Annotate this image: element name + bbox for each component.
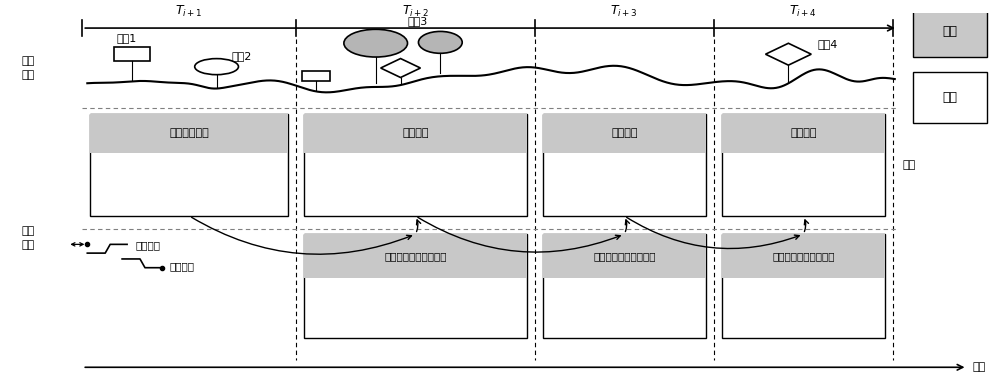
Text: 事件: 事件 — [942, 25, 957, 38]
Text: $T_{i+1}$: $T_{i+1}$ — [175, 4, 203, 19]
Text: 信息数据: 信息数据 — [790, 128, 817, 138]
FancyBboxPatch shape — [722, 234, 885, 278]
FancyBboxPatch shape — [90, 114, 288, 153]
FancyBboxPatch shape — [913, 6, 987, 57]
Text: 截止时间: 截止时间 — [170, 261, 195, 271]
FancyBboxPatch shape — [90, 114, 288, 216]
Text: 信息数据抽象: 信息数据抽象 — [169, 128, 209, 138]
Text: 开始时间: 开始时间 — [135, 240, 160, 250]
Text: 时间: 时间 — [972, 362, 986, 372]
Text: $T_{i+3}$: $T_{i+3}$ — [610, 4, 638, 19]
FancyBboxPatch shape — [722, 234, 885, 338]
FancyBboxPatch shape — [543, 234, 706, 278]
Text: 事件1: 事件1 — [117, 33, 137, 43]
FancyBboxPatch shape — [543, 114, 706, 153]
Text: 网络: 网络 — [903, 160, 916, 170]
FancyBboxPatch shape — [722, 114, 885, 216]
Ellipse shape — [344, 29, 408, 57]
Text: 信息数据: 信息数据 — [611, 128, 638, 138]
FancyBboxPatch shape — [543, 234, 706, 338]
Text: 决策算法（任务功能）: 决策算法（任务功能） — [772, 251, 835, 261]
Text: 决策算法（任务功能）: 决策算法（任务功能） — [384, 251, 447, 261]
Text: 状态: 状态 — [942, 91, 957, 104]
Text: 信息数据: 信息数据 — [402, 128, 429, 138]
Text: 事件4: 事件4 — [818, 39, 838, 49]
Text: 客观
世界: 客观 世界 — [21, 56, 34, 80]
Ellipse shape — [418, 31, 462, 53]
FancyBboxPatch shape — [304, 234, 527, 338]
FancyBboxPatch shape — [722, 114, 885, 153]
Text: 数字
世界: 数字 世界 — [21, 226, 34, 250]
FancyBboxPatch shape — [304, 114, 527, 153]
FancyBboxPatch shape — [543, 114, 706, 216]
FancyBboxPatch shape — [913, 72, 987, 123]
Text: 事件2: 事件2 — [231, 51, 252, 61]
FancyBboxPatch shape — [304, 234, 527, 278]
FancyBboxPatch shape — [304, 114, 527, 216]
Text: $T_{i+2}$: $T_{i+2}$ — [402, 4, 429, 19]
Text: 事件3: 事件3 — [408, 16, 428, 26]
Text: $T_{i+4}$: $T_{i+4}$ — [789, 4, 817, 19]
Text: 决策算法（任务功能）: 决策算法（任务功能） — [593, 251, 656, 261]
